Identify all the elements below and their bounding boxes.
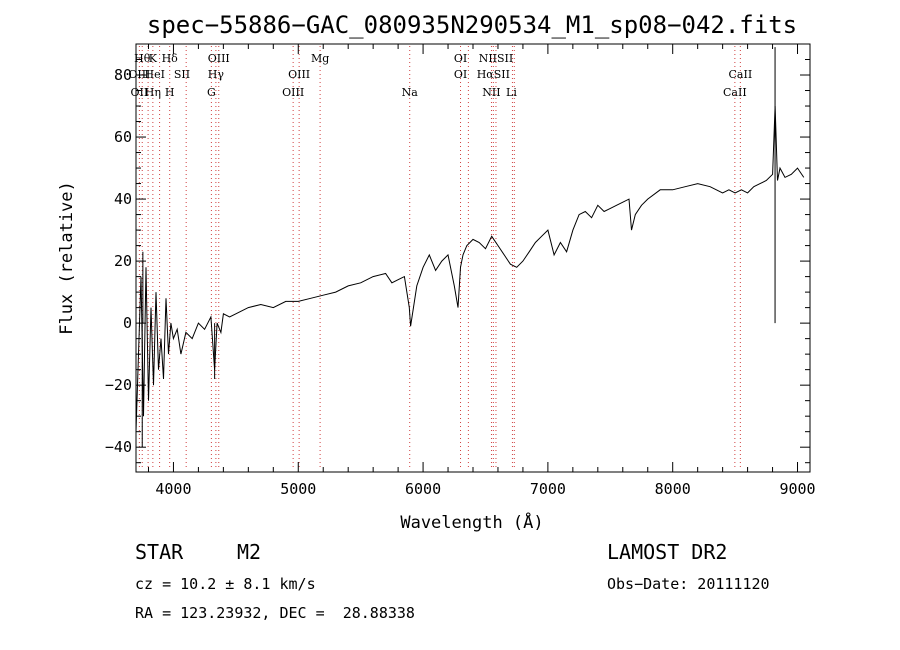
line-marker-label: CaII [723,86,747,99]
line-marker-label: HeI [144,68,164,81]
line-marker-label: NII [482,86,500,99]
y-tick-label: −40 [105,438,132,456]
y-tick-label: 80 [114,66,132,84]
line-marker-label: OIII [288,68,310,81]
x-tick-label: 8000 [655,480,691,498]
line-marker-label: OI [454,52,467,65]
y-tick-label: −20 [105,376,132,394]
line-marker-label: Mg [311,52,329,65]
line-marker-label: NIISII [479,52,514,65]
x-tick-label: 6000 [405,480,441,498]
x-tick-label: 7000 [530,480,566,498]
spectrum-spikes [141,47,776,448]
line-marker-label: Li [506,86,517,99]
survey-name: LAMOST DR2 [607,540,728,564]
x-axis-label: Wavelength (Å) [400,511,543,533]
radec-value: RA = 123.23932, DEC = 28.88338 [135,604,415,622]
line-marker-label: G [207,86,216,99]
line-marker-label: CaII [729,68,753,81]
line-marker-label: OIII [282,86,304,99]
line-marker-label: Na [402,86,419,99]
x-axis-ticks: 4000 5000 6000 7000 8000 9000 [147,44,816,498]
y-tick-label: 60 [114,128,132,146]
y-tick-label: 20 [114,252,132,270]
obs-date: Obs−Date: 20111120 [607,575,770,593]
y-tick-label: 0 [123,314,132,332]
line-marker-label: Hγ [208,68,225,81]
plot-frame [135,43,811,473]
line-marker-label: H [165,86,175,99]
line-marker-label: HαSII [477,68,510,81]
object-class: STAR [135,540,184,564]
line-marker-label: Hθ [134,52,151,65]
line-marker-label: Hδ [162,52,179,65]
spectral-line-markers [138,46,741,470]
line-marker-label: K [149,52,158,65]
x-tick-label: 9000 [779,480,815,498]
line-marker-label: OII [131,86,149,99]
y-tick-label: 40 [114,190,132,208]
spectrum-chart: spec−55886−GAC_080935N290534_M1_sp08−042… [57,11,816,533]
line-marker-label: SII [174,68,190,81]
x-tick-label: 4000 [155,480,191,498]
y-axis-label: Flux (relative) [57,181,77,335]
line-marker-label: OIII [128,68,150,81]
cz-value: cz = 10.2 ± 8.1 km/s [135,575,316,593]
line-marker-label: OI [454,68,467,81]
object-subclass: M2 [237,540,262,564]
line-marker-label: Hη [145,86,161,99]
y-axis-ticks: −40 −20 0 20 40 60 80 [105,59,810,464]
line-marker-label: OIII [208,52,230,65]
spectrum-series [135,105,805,432]
chart-title: spec−55886−GAC_080935N290534_M1_sp08−042… [147,11,797,39]
x-tick-label: 5000 [280,480,316,498]
